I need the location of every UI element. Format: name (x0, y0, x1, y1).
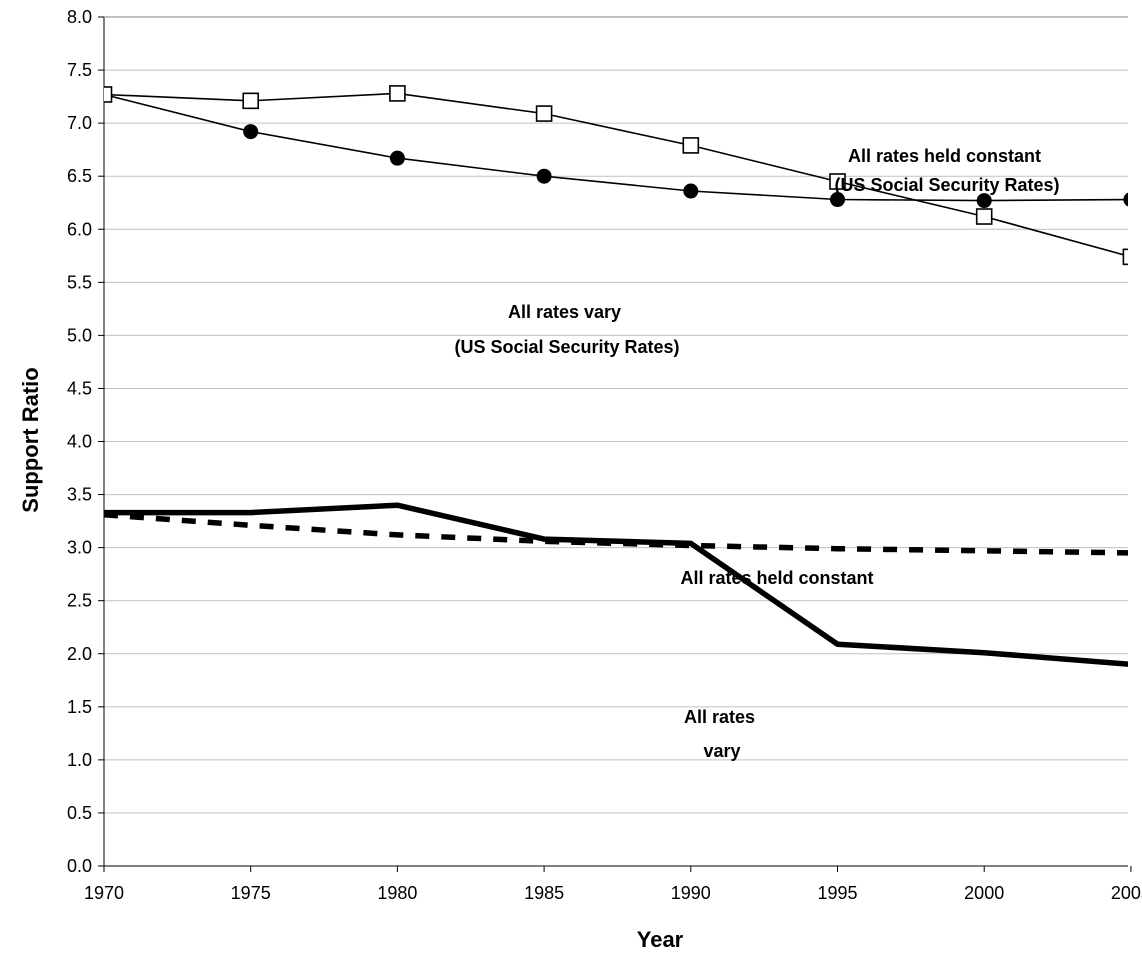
y-tick-label: 8.0 (67, 7, 92, 27)
y-tick-label: 4.5 (67, 378, 92, 398)
series-line-held-constant (104, 511, 1128, 556)
annotation-us-vary: All rates vary (US Social Security Rates… (454, 302, 679, 357)
annotation-vary: All rates vary (684, 707, 760, 761)
point-us-vary (975, 208, 993, 225)
point-us-constant (243, 124, 259, 140)
y-axis-title: Support Ratio (18, 367, 43, 512)
y-tick-label: 2.0 (67, 644, 92, 664)
x-tick-label: 1980 (377, 883, 417, 903)
y-tick-label: 0.5 (67, 803, 92, 823)
axes (98, 16, 1132, 872)
y-tick-label: 1.5 (67, 697, 92, 717)
x-axis-title: Year (637, 927, 684, 952)
point-us-vary (1122, 248, 1128, 266)
point-us-vary (682, 137, 700, 154)
y-tick-label: 5.0 (67, 325, 92, 345)
y-tick-label: 0.0 (67, 856, 92, 876)
x-tick-label: 2005 (1111, 883, 1142, 903)
point-us-constant (389, 150, 405, 166)
y-tick-label: 7.0 (67, 113, 92, 133)
y-tick-label: 1.0 (67, 750, 92, 770)
annotation-us-held-constant: All rates held constant (US Social Secur… (834, 146, 1059, 195)
x-tick-label: 1975 (231, 883, 271, 903)
y-tick-label: 2.5 (67, 591, 92, 611)
point-us-vary (389, 85, 406, 102)
point-us-vary (104, 86, 113, 103)
point-us-constant (830, 192, 845, 208)
y-tick-label: 6.0 (67, 219, 92, 239)
y-tick-label: 7.5 (67, 60, 92, 80)
y-tick-label: 3.5 (67, 485, 92, 505)
y-tick-label: 3.0 (67, 538, 92, 558)
series-line-us-vary (104, 92, 1128, 257)
x-tick-label: 1990 (671, 883, 711, 903)
y-tick-label: 4.0 (67, 432, 92, 452)
y-tick-label: 6.5 (67, 166, 92, 186)
point-us-constant (683, 183, 699, 199)
gridlines (104, 16, 1128, 814)
point-us-vary (535, 105, 553, 122)
point-us-vary (242, 92, 259, 110)
annotation-held-constant: All rates held constant (680, 568, 873, 588)
point-us-constant (976, 193, 992, 209)
series-line-vary (104, 502, 1128, 667)
series-line-us-constant (104, 93, 1128, 202)
x-tick-label: 1985 (524, 883, 564, 903)
x-tick-label: 1995 (817, 883, 857, 903)
x-tick-label: 1970 (84, 883, 124, 903)
point-us-constant (1123, 192, 1128, 207)
series-layer (104, 85, 1128, 667)
y-tick-label: 5.5 (67, 272, 92, 292)
tick-labels: 0.0 0.5 1.0 1.5 2.0 2.5 3.0 3.5 4.0 4.5 5.0 5.5 6.0 6… (67, 7, 1142, 903)
point-us-constant (536, 168, 552, 184)
x-tick-label: 2000 (964, 883, 1004, 903)
point-us-vary (829, 173, 846, 190)
